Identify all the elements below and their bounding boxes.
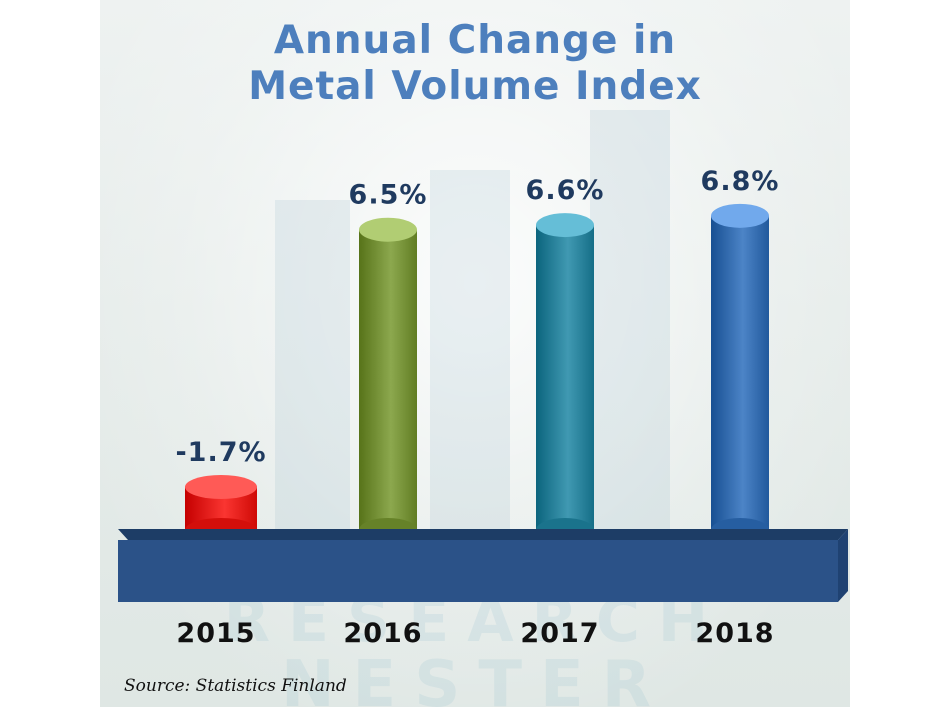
- bar-2018: [711, 203, 769, 542]
- bar-top-cap: [536, 213, 594, 238]
- chart-title: Annual Change in Metal Volume Index: [100, 18, 850, 110]
- bar-body: [359, 229, 417, 530]
- platform-side: [838, 529, 848, 602]
- bar-2016: [359, 217, 417, 542]
- category-label: 2016: [343, 618, 422, 649]
- value-label: 6.6%: [526, 175, 605, 206]
- bar-body: [536, 225, 594, 530]
- labels-layer: -1.7% 2015 6.5% 2016 6.6% 2017 6.8% 2018: [175, 166, 780, 649]
- bar-body: [711, 215, 769, 530]
- chart-title-line-2: Metal Volume Index: [248, 64, 702, 109]
- bar-2017: [536, 213, 594, 542]
- background-bar-decoration: [590, 110, 670, 580]
- background-bar-decoration: [275, 200, 350, 580]
- platform-front: [118, 540, 838, 602]
- bars-layer: [185, 203, 769, 542]
- value-label: 6.8%: [701, 166, 780, 197]
- platform-top: [118, 529, 848, 540]
- bar-top-cap: [185, 475, 257, 499]
- source-note: Source: Statistics Finland: [124, 676, 347, 696]
- background-bar-decoration: [430, 170, 510, 580]
- category-label: 2017: [520, 618, 599, 649]
- value-label: -1.7%: [175, 437, 266, 468]
- category-label: 2018: [695, 618, 774, 649]
- category-label: 2015: [176, 618, 255, 649]
- bar-top-cap: [359, 217, 417, 242]
- value-label: 6.5%: [349, 180, 428, 211]
- bar-top-cap: [711, 203, 769, 228]
- chart-title-line-1: Annual Change in: [273, 18, 677, 63]
- bar-chart: -1.7% 2015 6.5% 2016 6.6% 2017 6.8% 2018: [118, 166, 848, 649]
